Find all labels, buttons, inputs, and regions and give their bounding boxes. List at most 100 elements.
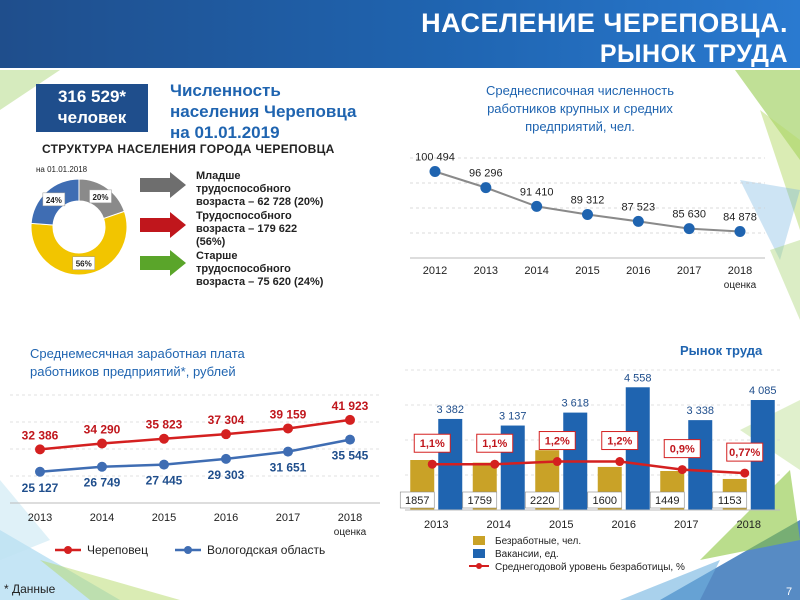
data-point: [582, 208, 593, 220]
data-point: [283, 423, 293, 434]
data-label: 3 338: [686, 405, 714, 417]
x-tick-label: 2014: [487, 519, 511, 531]
data-label: 29 303: [208, 468, 245, 482]
data-point: [552, 457, 562, 467]
legend-marker: [64, 546, 72, 554]
legend-label: Вологодская область: [207, 543, 325, 557]
data-point: [221, 453, 231, 464]
data-point: [531, 200, 543, 212]
page-number: 7: [786, 586, 793, 598]
data-point: [283, 446, 293, 457]
donut-label: 24%: [46, 196, 62, 205]
x-tick-note: оценка: [724, 280, 757, 291]
x-tick-label: 2017: [276, 512, 300, 524]
data-label: 27 445: [146, 474, 183, 488]
legend-swatch: [473, 536, 485, 545]
page-title-line1: НАСЕЛЕНИЕ ЧЕРЕПОВЦА.: [421, 8, 788, 38]
data-label-box: [663, 439, 701, 459]
x-tick-label: 2018: [338, 512, 362, 524]
legend-item-old: Старше трудоспособного возраста – 75 620…: [196, 250, 324, 288]
donut-slice: [30, 210, 128, 276]
donut-label: 20%: [92, 193, 108, 202]
population-title-line3: на 01.01.2019: [170, 123, 280, 142]
data-point: [490, 459, 500, 469]
data-point: [97, 461, 107, 472]
data-point: [221, 429, 231, 440]
data-label: 91 410: [520, 186, 554, 198]
labor-market-bar-chart: 3 382 1857 2013 3 137 1759 2014 3 618 2220 2015 4…: [399, 369, 780, 573]
data-label: 34 290: [84, 422, 121, 436]
data-point: [740, 468, 750, 478]
x-tick-label: 2018: [737, 519, 761, 531]
population-title-line1: Численность: [170, 81, 281, 100]
population-donut-chart: 20% 56% 24%: [30, 178, 128, 276]
data-label: 85 630: [672, 209, 706, 221]
x-tick-label: 2013: [474, 265, 498, 277]
legend-item-young: Младше трудоспособного возраста – 62 728…: [196, 170, 324, 208]
data-label-box: [587, 491, 623, 509]
legend-label: Среднегодовой уровень безработицы, %: [495, 561, 685, 573]
data-label: 31 651: [270, 461, 307, 475]
legend-arrow-red: [140, 212, 186, 238]
data-label-box: [712, 491, 748, 509]
x-tick-label: 2015: [152, 512, 176, 524]
x-tick-label: 2013: [28, 512, 52, 524]
data-label: 0,9%: [670, 444, 695, 456]
data-label: 89 312: [571, 194, 605, 206]
x-tick-label: 2017: [674, 519, 698, 531]
wage-line-chart: 32 386 34 290 35 823 37 304 39 159 41 923 25 1…: [10, 394, 380, 557]
data-label: 3 137: [499, 411, 527, 423]
data-label: 4 085: [749, 385, 777, 397]
data-label: 35 545: [332, 449, 369, 463]
data-label-box: [462, 491, 498, 509]
legend-item-working: Трудоспособного возраста – 179 622 (56%): [196, 210, 298, 248]
data-label: 35 823: [146, 418, 183, 432]
data-label: 41 923: [332, 399, 369, 413]
data-label: 39 159: [270, 407, 307, 421]
data-point: [35, 466, 45, 477]
data-point: [345, 414, 355, 425]
data-label-box: [399, 491, 435, 509]
labor-chart-title: Рынок труда: [680, 343, 763, 358]
donut-label-box: [42, 192, 66, 207]
legend-swatch: [473, 549, 485, 558]
data-label: 84 878: [723, 212, 757, 224]
x-tick-note: оценка: [334, 527, 367, 538]
employment-chart-title: Среднесписочная численность работников к…: [486, 83, 674, 134]
legend-label: Череповец: [87, 543, 148, 557]
x-tick-label: 2016: [612, 519, 636, 531]
population-value: 316 529*: [57, 87, 127, 106]
legend-marker: [476, 563, 482, 569]
data-label: 1,1%: [482, 438, 507, 450]
data-label: 1759: [468, 495, 492, 507]
x-tick-label: 2017: [677, 265, 701, 277]
x-tick-label: 2015: [549, 519, 573, 531]
series-line-1: [39, 438, 351, 473]
legend-label: Безработные, чел.: [495, 535, 581, 547]
data-point: [615, 457, 625, 467]
data-point: [480, 182, 492, 194]
data-label: 3 382: [436, 404, 464, 416]
x-tick-label: 2018: [728, 265, 752, 277]
donut-label-box: [72, 256, 95, 270]
series-line-rate: [432, 460, 745, 475]
x-tick-label: 2013: [424, 519, 448, 531]
employment-line-chart: 100 494 96 296 91 410 89 312 87 523 85 630 84 …: [410, 151, 765, 291]
structure-title: СТРУКТУРА НАСЕЛЕНИЯ ГОРОДА ЧЕРЕПОВЦА: [42, 142, 335, 156]
data-point: [429, 165, 441, 177]
data-point: [427, 459, 437, 469]
data-label: 96 296: [469, 168, 503, 180]
data-label: 0,77%: [729, 447, 760, 459]
data-label: 4 558: [624, 372, 652, 384]
data-label: 1600: [593, 495, 617, 507]
page-title-line2: РЫНОК ТРУДА: [599, 40, 788, 68]
population-unit: человек: [57, 108, 127, 127]
x-tick-label: 2016: [214, 512, 238, 524]
data-label: 1449: [655, 495, 679, 507]
footnote: * Данные: [4, 582, 56, 596]
data-label-box: [649, 491, 685, 509]
data-label-box: [538, 431, 576, 451]
data-label: 37 304: [208, 413, 245, 427]
legend-arrow-gray: [140, 172, 186, 198]
legend-marker: [184, 546, 192, 554]
